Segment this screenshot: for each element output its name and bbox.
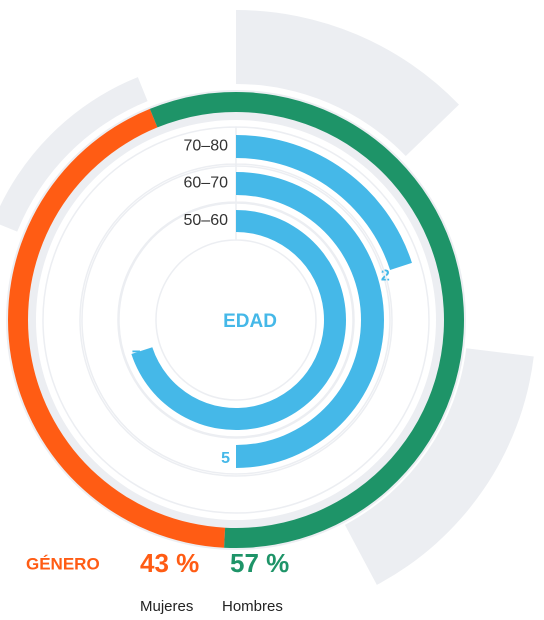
gender-value: 57 %: [230, 548, 289, 578]
age-value: 5: [221, 450, 230, 467]
age-track: [42, 126, 430, 514]
gender-label: Hombres: [222, 598, 283, 615]
gender-title: GÉNERO: [26, 554, 100, 573]
age-label: 70–80: [184, 138, 229, 155]
age-track: [117, 201, 355, 439]
decoration: [0, 10, 534, 585]
age-track: [79, 163, 393, 477]
decor-wedge: [344, 348, 534, 585]
age-bar: [236, 172, 384, 468]
center-title: EDAD: [223, 311, 277, 332]
gender-label: Mujeres: [140, 598, 193, 615]
age-value: 7: [132, 348, 141, 365]
age-label: 50–60: [184, 212, 229, 229]
age-bar: [236, 135, 412, 270]
gender-segment: [7, 108, 226, 548]
decor-wedge: [236, 10, 459, 157]
gender-value: 43 %: [140, 548, 199, 578]
decor-wedge: [0, 77, 148, 232]
age-label: 60–70: [184, 175, 229, 192]
